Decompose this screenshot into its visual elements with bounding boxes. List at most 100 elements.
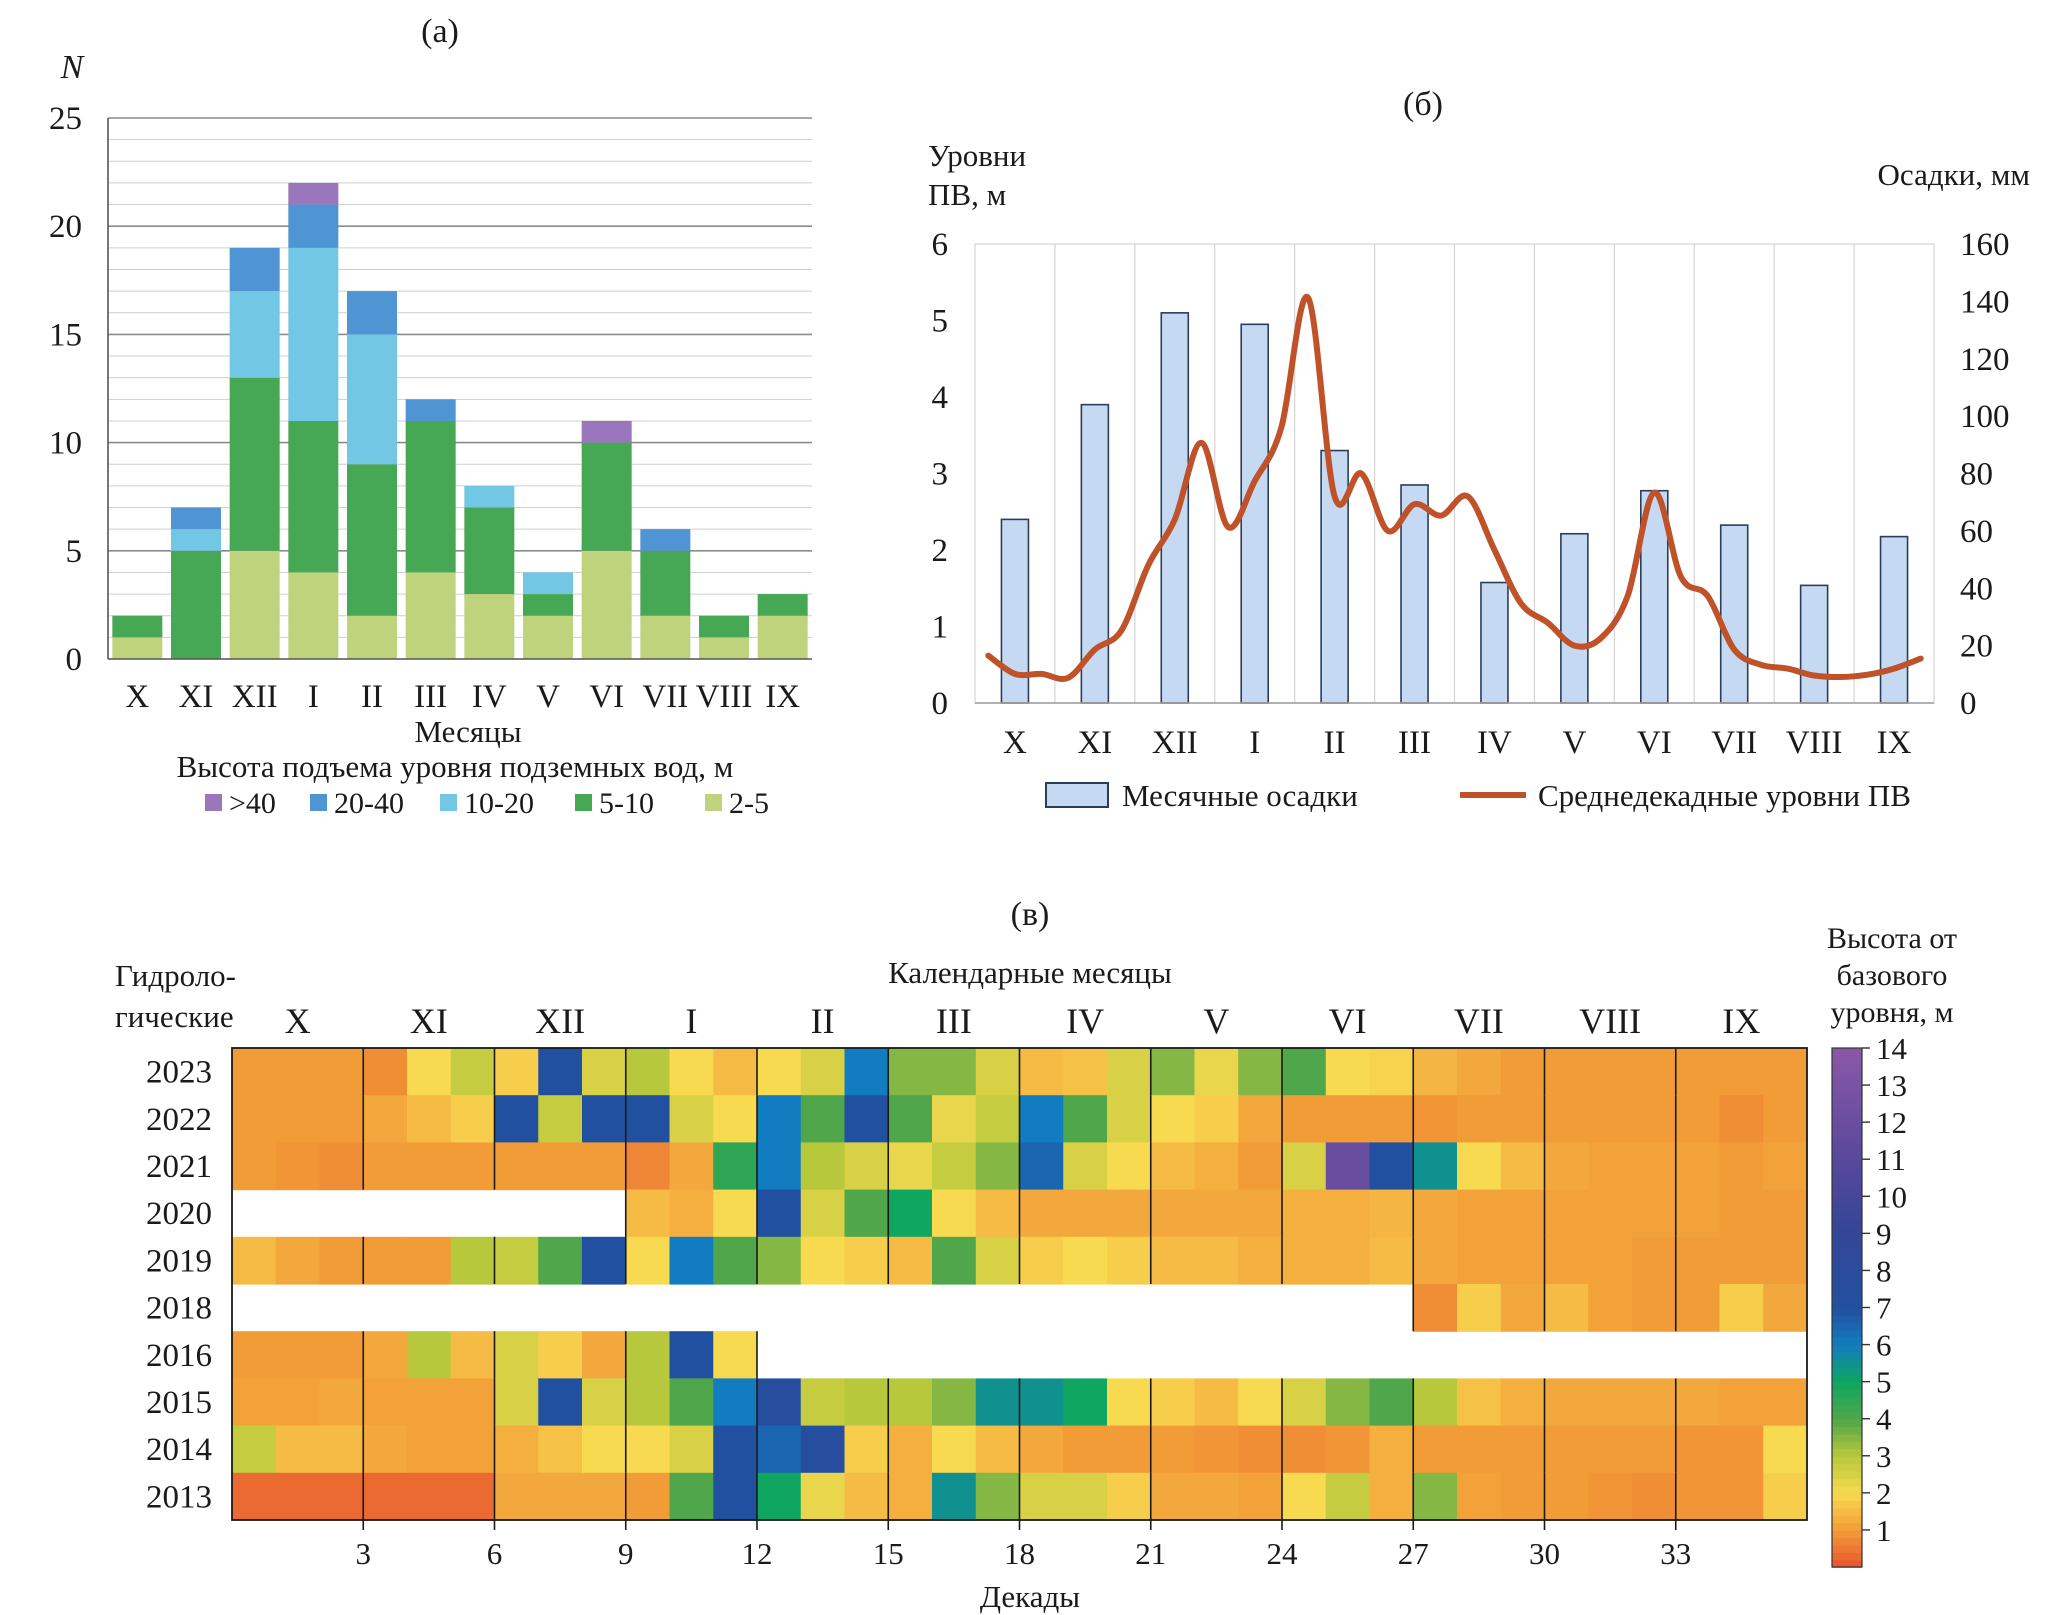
heatmap-x-tick: 24 xyxy=(1267,1536,1299,1571)
heatmap-cell xyxy=(757,1236,802,1285)
colorbar-segment xyxy=(1832,1292,1862,1301)
panel-a-axes xyxy=(107,118,812,660)
panel-b-x-tick-labels: X XI XII I II III IV V VI VII VIII IX xyxy=(1003,725,1912,761)
heatmap-x-tick: 3 xyxy=(356,1536,372,1571)
heatmap-cell xyxy=(1282,1142,1327,1191)
heatmap-cell xyxy=(800,1048,846,1096)
panel-b-bar-IV xyxy=(1480,581,1509,704)
heatmap-cell xyxy=(1544,1142,1589,1191)
colorbar-tick: 13 xyxy=(1876,1068,1907,1103)
heatmap-cell xyxy=(1588,1189,1633,1238)
heatmap-cell xyxy=(1457,1048,1502,1096)
heatmap-cell xyxy=(1194,1378,1239,1427)
heatmap-cell xyxy=(1500,1378,1546,1427)
colorbar-segment xyxy=(1832,1359,1862,1368)
heatmap-cell xyxy=(1194,1142,1239,1191)
heatmap-cell xyxy=(450,1331,496,1379)
panel-c-month-labels: X XI XII I II III IV V VI VII VIII IX xyxy=(285,1001,1761,1041)
heatmap-x-tick: 12 xyxy=(742,1536,773,1571)
heatmap-cell xyxy=(494,1331,539,1379)
panel-a-bar-VI-2-5 xyxy=(581,550,632,659)
heatmap-cell xyxy=(1150,1142,1196,1191)
colorbar-tick: 3 xyxy=(1876,1439,1892,1474)
heatmap-cell xyxy=(538,1236,583,1285)
heatmap-cell xyxy=(1632,1189,1677,1238)
heatmap-cell xyxy=(1282,1189,1327,1238)
panel-a-bar-XII-2-5 xyxy=(229,550,280,659)
panel-a-legend-swatch xyxy=(205,794,222,811)
panel-b-bar-I xyxy=(1240,323,1270,704)
heatmap-cell xyxy=(888,1142,933,1191)
heatmap-cell xyxy=(844,1378,889,1427)
panel-a-bar-II-5-10 xyxy=(347,464,397,616)
heatmap-cell xyxy=(407,1095,452,1143)
heatmap-month-label: VIII xyxy=(1579,1001,1641,1041)
heatmap-cell xyxy=(1282,1472,1327,1521)
heatmap-cell xyxy=(1719,1142,1764,1191)
heatmap-cell xyxy=(538,1378,583,1427)
heatmap-cell xyxy=(1325,1472,1371,1521)
heatmap-cell xyxy=(975,1425,1021,1474)
heatmap-cell xyxy=(1675,1425,1721,1474)
heatmap-cell xyxy=(669,1472,714,1521)
heatmap-cell xyxy=(1238,1472,1283,1521)
panel-a-legend-swatch xyxy=(705,794,722,811)
heatmap-cell xyxy=(625,1331,671,1379)
colorbar-segment xyxy=(1832,1440,1862,1450)
heatmap-cell xyxy=(363,1425,408,1474)
heatmap-cell xyxy=(1632,1472,1677,1521)
panel-b-x-tick: VI xyxy=(1637,725,1672,761)
heatmap-cell xyxy=(975,1378,1021,1427)
heatmap-month-label: III xyxy=(936,1001,972,1041)
heatmap-cell xyxy=(975,1472,1021,1521)
colorbar-segment xyxy=(1832,1418,1862,1427)
panel-a-y-tick: 5 xyxy=(66,534,83,570)
heatmap-cell xyxy=(1369,1472,1414,1521)
heatmap-cell xyxy=(1150,1378,1196,1427)
colorbar-segment xyxy=(1832,1314,1862,1324)
panel-a-x-tick: IX xyxy=(765,679,800,715)
heatmap-cell xyxy=(1413,1189,1458,1238)
heatmap-cell xyxy=(1632,1142,1677,1191)
colorbar-tick: 10 xyxy=(1876,1179,1907,1214)
panel-c-x-tick-labels: 3 6 9 12 15 18 21 24 27 30 33 xyxy=(356,1520,1691,1571)
heatmap-cell xyxy=(625,1142,671,1191)
colorbar-segment xyxy=(1832,1403,1862,1413)
colorbar-tick: 14 xyxy=(1876,1031,1908,1066)
colorbar-tick: 1 xyxy=(1876,1513,1892,1548)
panel-a-legend-label: 5-10 xyxy=(599,787,654,820)
heatmap-cell xyxy=(1632,1284,1677,1332)
colorbar-segment xyxy=(1832,1048,1862,1057)
heatmap-cell xyxy=(538,1048,583,1096)
panel-a-bar-X-2-5 xyxy=(112,637,163,659)
heatmap-cell xyxy=(800,1189,846,1238)
heatmap-year-label: 2013 xyxy=(146,1479,212,1515)
heatmap-cell xyxy=(1238,1425,1283,1474)
panel-a-bar-III-5-10 xyxy=(405,420,456,573)
panel-b-bar-VII xyxy=(1719,524,1749,704)
panel-a-x-tick: IV xyxy=(472,679,507,715)
heatmap-cell xyxy=(1325,1095,1371,1143)
heatmap-cell xyxy=(1325,1048,1371,1096)
heatmap-month-label: IX xyxy=(1722,1001,1760,1041)
panel-c-label: (в) xyxy=(1011,896,1050,933)
colorbar-segment xyxy=(1832,1122,1862,1131)
heatmap-cell xyxy=(713,1378,758,1427)
panel-c-title: Календарные месяцы xyxy=(888,955,1172,990)
colorbar-segment xyxy=(1832,1233,1862,1242)
heatmap-cell xyxy=(800,1472,846,1521)
panel-a-y-tick: 15 xyxy=(49,317,82,353)
panel-a-bar-XI-5-10 xyxy=(171,550,221,659)
panel-b-x-tick: IV xyxy=(1477,725,1512,761)
heatmap-cell xyxy=(407,1048,452,1096)
panel-a-bar-XII-20-40 xyxy=(229,247,280,292)
heatmap-cell xyxy=(319,1331,364,1379)
colorbar-tick: 7 xyxy=(1876,1291,1892,1326)
heatmap-cell xyxy=(450,1095,496,1143)
panel-a-bar-IV-5-10 xyxy=(464,507,515,595)
heatmap-cell xyxy=(1632,1378,1677,1427)
heatmap-cell xyxy=(1500,1095,1546,1143)
heatmap-cell xyxy=(1675,1189,1721,1238)
colorbar-segment xyxy=(1832,1351,1862,1361)
heatmap-cell xyxy=(538,1472,583,1521)
